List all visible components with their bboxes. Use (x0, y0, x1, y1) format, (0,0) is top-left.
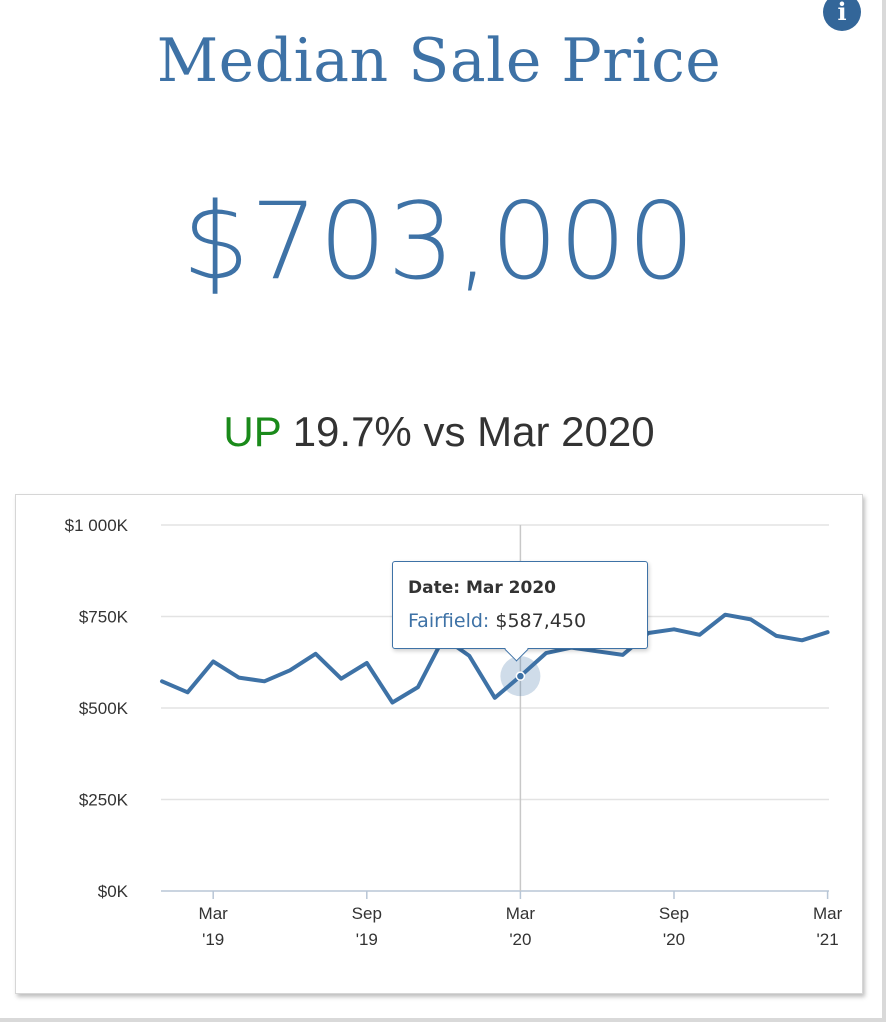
data-point[interactable] (617, 649, 629, 661)
y-axis-labels: $0K $250K $500K $750K $1 000K (65, 516, 129, 901)
series-line-fairfield (160, 612, 830, 705)
x-tick-label-year: '19 (356, 930, 378, 949)
data-point[interactable] (361, 657, 373, 669)
info-icon[interactable]: i (823, 0, 861, 31)
tooltip-date-value: Mar 2020 (465, 578, 556, 598)
data-point[interactable] (668, 623, 680, 635)
data-point[interactable] (489, 692, 501, 704)
x-tick-label-month: Sep (352, 904, 382, 923)
data-point[interactable] (156, 675, 168, 687)
chart-tooltip: Date: Mar 2020 Fairfield: $587,450 (392, 561, 648, 649)
tooltip-series-name: Fairfield (408, 610, 483, 632)
change-direction: UP (223, 408, 282, 455)
data-point[interactable] (694, 629, 706, 641)
x-tick-label-year: '19 (202, 930, 224, 949)
data-point[interactable] (745, 613, 757, 625)
page-title: Median Sale Price (156, 26, 722, 96)
tooltip-date-label: Date: (408, 578, 461, 598)
data-point[interactable] (796, 634, 808, 646)
chart-card[interactable]: $0K $250K $500K $750K $1 000K Mar '19 Sep '19 Ma… (15, 494, 863, 994)
x-tick-label-month: Mar (813, 904, 843, 923)
data-point[interactable] (182, 686, 194, 698)
tooltip-date: Date: Mar 2020 (408, 578, 556, 598)
y-tick-label: $0K (98, 882, 129, 901)
x-tick-label-month: Sep (659, 904, 689, 923)
data-point[interactable] (335, 673, 347, 685)
line-chart[interactable]: $0K$250K$500K$750K$1 000K Mar'19Sep'19Ma… (16, 495, 862, 993)
data-point[interactable] (822, 626, 834, 638)
data-point[interactable] (310, 648, 322, 660)
x-tick-label-year: '20 (509, 930, 531, 949)
y-tick-label: $250K (79, 791, 129, 810)
y-tick-label: $750K (79, 608, 129, 627)
data-point[interactable] (719, 609, 731, 621)
median-price-value: $703,000 (182, 180, 696, 303)
x-tick-label-month: Mar (506, 904, 536, 923)
change-text: 19.7% vs Mar 2020 (292, 408, 655, 455)
tooltip-separator: : (482, 610, 490, 632)
data-point[interactable] (386, 697, 398, 709)
data-point[interactable] (233, 672, 245, 684)
highlight-point (515, 671, 526, 681)
data-point[interactable] (770, 630, 782, 642)
data-point[interactable] (284, 664, 296, 676)
data-point[interactable] (463, 650, 475, 662)
y-tick-label: $1 000K (65, 516, 129, 535)
x-tick-label-month: Mar (199, 904, 229, 923)
tooltip-row: Fairfield: $587,450 (408, 610, 586, 632)
y-tick-label: $500K (79, 699, 129, 718)
change-summary: UP 19.7% vs Mar 2020 (0, 408, 878, 456)
data-point[interactable] (412, 681, 424, 693)
data-point[interactable] (258, 675, 270, 687)
x-axis: Mar '19 Sep '19 Mar '20 Sep '20 Mar '21 (161, 890, 843, 949)
x-tick-label-year: '21 (817, 930, 839, 949)
tooltip-value: $587,450 (495, 610, 587, 632)
data-point[interactable] (207, 656, 219, 668)
x-tick-label-year: '20 (663, 930, 685, 949)
